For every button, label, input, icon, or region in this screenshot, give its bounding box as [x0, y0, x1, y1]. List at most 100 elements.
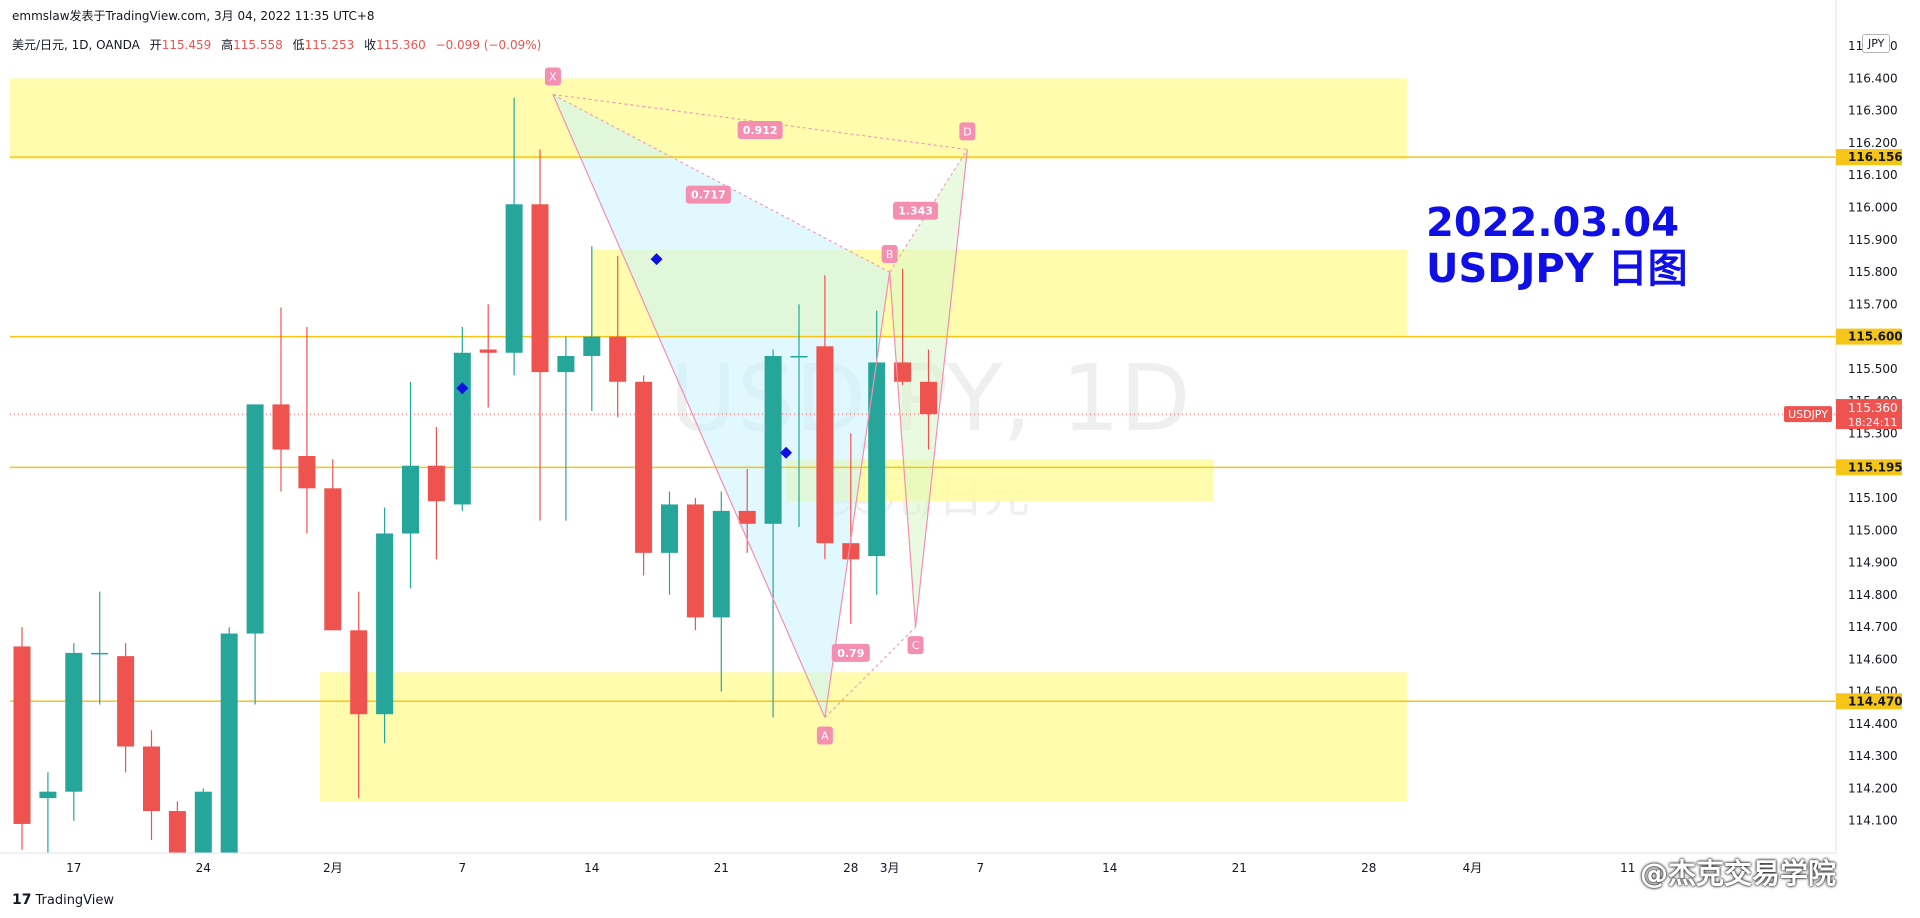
candle-body — [194, 791, 212, 853]
date-annotation: 2022.03.04 USDJPY 日图 — [1426, 200, 1688, 292]
y-tick-label: 115.500 — [1848, 362, 1898, 376]
countdown-label: 18:24:11 — [1848, 416, 1897, 429]
y-tick-label: 115.800 — [1848, 265, 1898, 279]
candle-body — [764, 355, 782, 524]
y-tick-label: 114.600 — [1848, 652, 1898, 666]
candle-body — [168, 811, 186, 853]
candle-body — [427, 465, 445, 502]
ratio-label: 0.912 — [743, 124, 778, 137]
pattern-point-c: C — [912, 639, 920, 652]
y-tick-label: 114.700 — [1848, 620, 1898, 634]
pattern-point-x: X — [549, 71, 557, 84]
x-tick-label: 11 — [1620, 861, 1635, 875]
change-value: −0.099 (−0.09%) — [435, 38, 542, 52]
signal-diamond-icon — [650, 253, 663, 266]
y-tick-label: 116.400 — [1848, 71, 1898, 85]
close-value: 115.360 — [376, 38, 426, 52]
pattern-leg — [889, 272, 917, 628]
x-tick-label: 24 — [196, 861, 211, 875]
candle-body — [453, 352, 471, 505]
current-price-tag — [1836, 399, 1902, 430]
tradingview-icon: 17 — [12, 892, 32, 908]
low-label: 低 — [292, 38, 305, 52]
x-tick-label: 7 — [458, 861, 466, 875]
y-tick-label: 114.900 — [1848, 556, 1898, 570]
annotation-title: USDJPY 日图 — [1426, 246, 1688, 292]
annotation-date: 2022.03.04 — [1426, 200, 1680, 246]
level-price-tag — [1836, 149, 1902, 166]
x-tick-label: 14 — [584, 861, 599, 875]
candle-body — [350, 630, 368, 715]
candle-body — [91, 652, 109, 655]
x-tick-label: 4月 — [1463, 861, 1483, 875]
pattern-leg — [552, 94, 826, 718]
candle-body — [13, 646, 31, 824]
candle-body — [920, 381, 937, 415]
y-tick-label: 115.300 — [1848, 426, 1898, 440]
candle-body — [868, 362, 886, 557]
candle-body — [816, 346, 834, 544]
candle-body — [143, 746, 160, 812]
candle-body — [842, 543, 860, 560]
tradingview-logo[interactable]: 17 TradingView — [12, 892, 114, 908]
y-tick-label: 114.800 — [1848, 588, 1898, 602]
ratio-label: 0.717 — [691, 189, 726, 202]
candle-body — [479, 349, 497, 353]
level-price-tag — [1836, 693, 1902, 710]
candle-body — [65, 652, 83, 792]
publisher-line: emmslaw发表于TradingView.com, 3月 04, 2022 1… — [12, 7, 375, 24]
zone-0 — [10, 78, 1408, 160]
level-price-label: 116.156 — [1848, 150, 1903, 164]
level-price-label: 115.600 — [1848, 330, 1903, 344]
candle-body — [609, 336, 627, 382]
candle-body — [298, 456, 316, 489]
y-tick-label: 114.400 — [1848, 717, 1898, 731]
zone-3 — [319, 672, 1408, 802]
y-tick-label: 115.900 — [1848, 233, 1898, 247]
pattern-leg — [914, 149, 968, 628]
pattern-leg — [824, 271, 891, 718]
pattern-point-badge — [544, 67, 561, 86]
x-tick-label: 2月 — [323, 861, 343, 875]
low-value: 115.253 — [304, 38, 355, 52]
ratio-badge — [737, 121, 783, 140]
candle-body — [376, 533, 394, 715]
ratio-badge — [831, 643, 870, 662]
symbol-line: 美元/日元, 1D, OANDA — [12, 38, 140, 52]
y-tick-label: 116.000 — [1848, 201, 1898, 215]
pattern-point-d: D — [963, 125, 971, 138]
x-tick-label: 21 — [714, 861, 729, 875]
pattern-point-badge — [907, 636, 924, 655]
pattern-ratio-line — [552, 94, 968, 150]
x-tick-label: 28 — [843, 861, 858, 875]
pattern-xab-fill — [552, 94, 890, 718]
pattern-point-badge — [881, 245, 898, 264]
pattern-point-b: B — [886, 248, 894, 261]
y-tick-label: 115.000 — [1848, 523, 1898, 537]
candle-body — [402, 465, 419, 534]
y-tick-label: 115.700 — [1848, 297, 1898, 311]
level-price-label: 115.195 — [1848, 460, 1903, 474]
pattern-point-badge — [816, 726, 833, 745]
ohlc-legend: 美元/日元, 1D, OANDA 开115.459 高115.558 低115.… — [12, 36, 541, 53]
symbol-tag-label: USDJPY — [1788, 408, 1828, 421]
symbol-tag — [1784, 406, 1832, 423]
ratio-badge — [685, 185, 731, 204]
candle-body — [712, 510, 730, 618]
y-tick-label: 116.100 — [1848, 168, 1898, 182]
pattern-point-badge — [959, 122, 976, 141]
high-value: 115.558 — [233, 38, 283, 52]
candle-body — [324, 488, 342, 631]
candle-body — [894, 362, 912, 382]
publisher-text: emmslaw发表于TradingView.com, 3月 04, 2022 1… — [12, 9, 375, 23]
candle-body — [505, 204, 523, 353]
y-tick-label: 116.200 — [1848, 136, 1898, 150]
currency-box[interactable]: JPY — [1862, 34, 1891, 53]
ratio-label: 1.343 — [898, 205, 933, 218]
ratio-label: 0.79 — [837, 647, 864, 660]
candle-body — [117, 656, 135, 747]
tradingview-brand: TradingView — [35, 892, 115, 908]
pattern-point-a: A — [821, 729, 829, 742]
